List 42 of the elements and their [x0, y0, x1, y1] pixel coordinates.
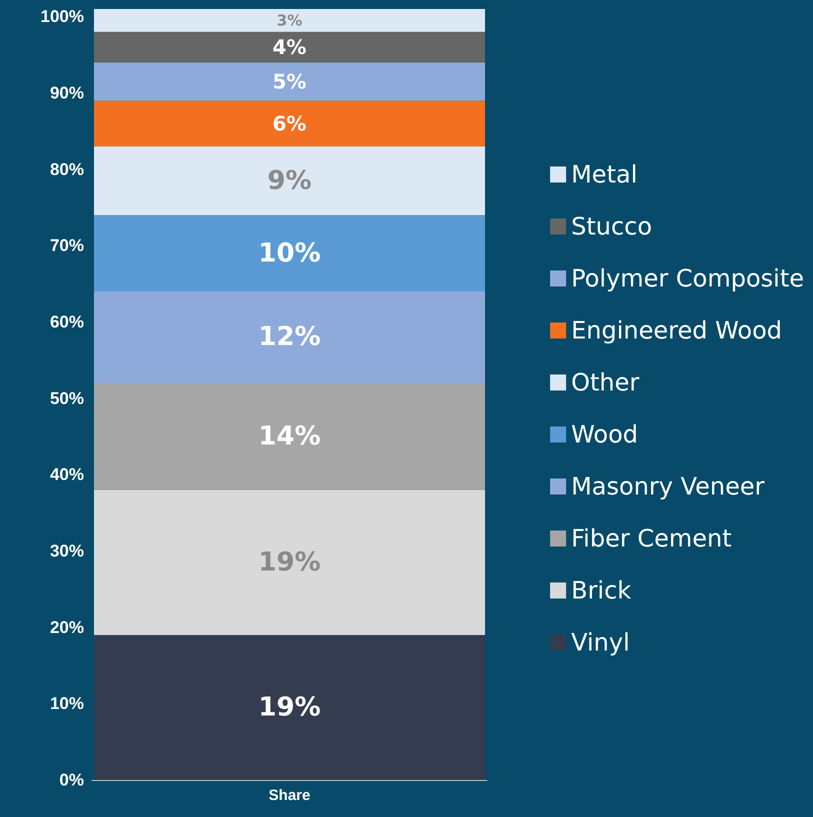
legend-label: Polymer Composite [571, 264, 804, 292]
bar [94, 62, 486, 101]
bar [94, 490, 486, 635]
bar [94, 9, 486, 32]
legend-label: Stucco [571, 212, 652, 240]
y-tick-label: 40% [50, 465, 84, 484]
legend-label: Metal [571, 160, 638, 188]
data-label: 19% [258, 547, 321, 578]
y-tick-label: 10% [50, 694, 84, 714]
data-label: 14% [258, 421, 321, 452]
bar [94, 146, 486, 216]
y-tick-label: 100% [40, 7, 84, 26]
data-label: 9% [267, 166, 312, 196]
y-tick-label: 80% [50, 160, 84, 179]
legend-label: Engineered Wood [571, 316, 782, 344]
data-label: 4% [272, 35, 306, 60]
y-tick-label: 70% [50, 236, 84, 256]
data-label: 19% [258, 692, 321, 722]
legend-label: Vinyl [571, 628, 630, 656]
bar [94, 32, 486, 62]
legend-label: Brick [571, 576, 632, 604]
data-label: 5% [272, 70, 306, 94]
bar [94, 383, 486, 490]
y-tick-label: 0% [59, 770, 84, 790]
bar [94, 215, 486, 292]
y-tick-label: 90% [50, 83, 84, 102]
y-tick-label: 30% [50, 541, 84, 560]
y-tick-label: 50% [50, 388, 84, 408]
bar [94, 634, 486, 780]
data-label: 12% [258, 322, 321, 352]
y-tick-label: 60% [50, 312, 84, 332]
legend-label: Fiber Cement [571, 524, 732, 552]
legend-label: Wood [571, 420, 638, 448]
x-tick-label: Share [268, 787, 310, 804]
bar [94, 100, 486, 146]
data-label: 10% [258, 238, 321, 268]
data-label: 3% [276, 11, 302, 30]
legend-label: Masonry Veneer [571, 472, 765, 500]
data-label: 6% [272, 112, 306, 136]
legend-label: Other [571, 368, 640, 396]
y-tick-label: 20% [50, 618, 84, 637]
bar [94, 291, 486, 384]
